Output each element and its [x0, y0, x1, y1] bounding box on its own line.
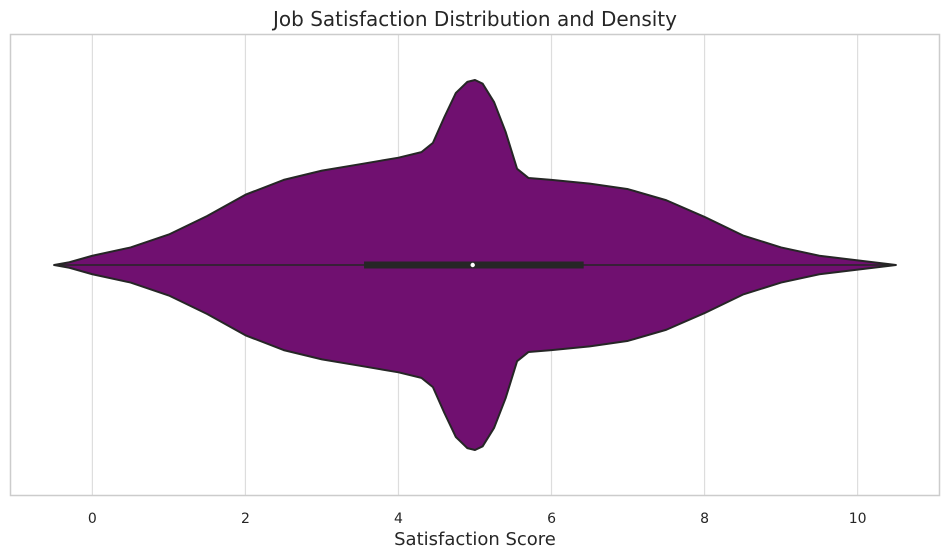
chart-title: Job Satisfaction Distribution and Densit…	[271, 7, 677, 31]
x-tick-label: 10	[849, 511, 867, 527]
x-axis-label: Satisfaction Score	[394, 529, 556, 550]
median-marker	[470, 262, 475, 268]
x-tick-label: 0	[88, 511, 97, 527]
plot-frame	[9, 33, 941, 497]
x-tick-label: 8	[700, 511, 709, 527]
x-tick-label: 6	[547, 511, 556, 527]
x-tick-labels: 0 2 4 6 8 10	[88, 511, 867, 527]
inner-box	[54, 261, 896, 269]
x-tick-label: 4	[394, 511, 403, 527]
x-tick-label: 2	[241, 511, 250, 527]
